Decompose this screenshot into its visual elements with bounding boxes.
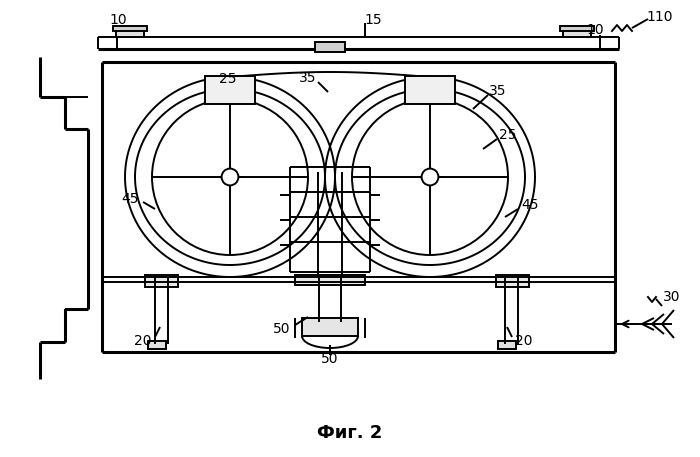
- Circle shape: [352, 99, 508, 255]
- Text: 20: 20: [134, 334, 152, 348]
- Bar: [116, 29, 144, 37]
- Text: 25: 25: [219, 72, 237, 86]
- Text: 10: 10: [586, 23, 604, 37]
- Bar: [302, 318, 358, 336]
- Text: 110: 110: [647, 10, 673, 24]
- Bar: [205, 76, 255, 104]
- Text: 10: 10: [109, 13, 127, 27]
- Bar: [563, 29, 591, 37]
- Bar: [315, 42, 345, 52]
- Text: 15: 15: [364, 13, 382, 27]
- Text: 35: 35: [489, 84, 507, 98]
- Circle shape: [222, 169, 239, 186]
- Bar: [148, 341, 166, 349]
- Text: 45: 45: [522, 198, 539, 212]
- Text: 25: 25: [499, 128, 517, 142]
- Text: 45: 45: [121, 192, 139, 206]
- Text: 35: 35: [300, 71, 316, 85]
- Text: 50: 50: [273, 322, 290, 336]
- Bar: [113, 26, 147, 31]
- Bar: [560, 26, 594, 31]
- Circle shape: [152, 99, 308, 255]
- Text: 50: 50: [321, 352, 339, 366]
- Bar: [405, 76, 455, 104]
- Bar: [295, 275, 365, 285]
- Circle shape: [421, 169, 438, 186]
- Bar: [496, 275, 529, 287]
- Text: Фиг. 2: Фиг. 2: [317, 424, 383, 442]
- Bar: [498, 341, 516, 349]
- Bar: [145, 275, 178, 287]
- Text: 20: 20: [515, 334, 533, 348]
- Text: 30: 30: [664, 290, 680, 304]
